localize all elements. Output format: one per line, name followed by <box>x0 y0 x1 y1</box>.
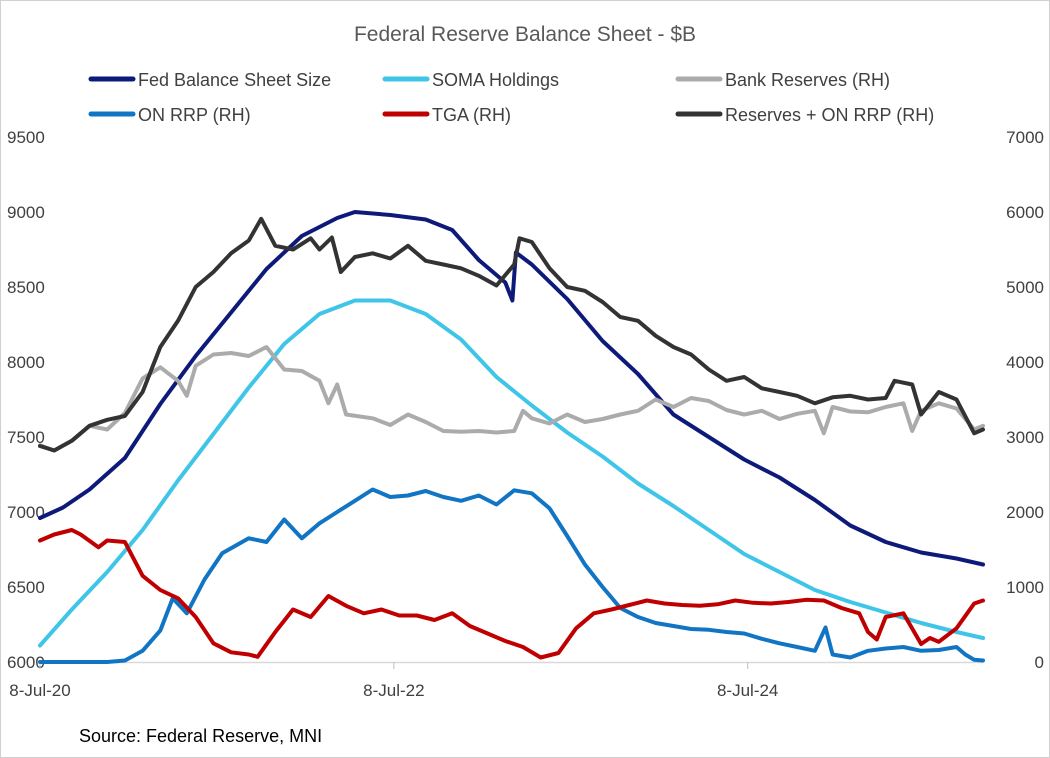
series-line-reserves-on-rrp-rh <box>38 216 985 453</box>
series-line-fed-balance-sheet-size <box>38 210 985 567</box>
x-tick-label: 8-Jul-20 <box>9 681 70 700</box>
legend-label-tga-rh: TGA (RH) <box>432 105 511 125</box>
y-right-tick-label: 6000 <box>1006 203 1044 222</box>
y-right-tick-label: 5000 <box>1006 278 1044 297</box>
y-left-tick-label: 9500 <box>7 128 45 147</box>
y-left-tick-label: 7500 <box>7 428 45 447</box>
series-line-on-rrp-rh <box>38 487 985 664</box>
chart-title: Federal Reserve Balance Sheet - $B <box>354 23 696 46</box>
y-right-tick-label: 4000 <box>1006 353 1044 372</box>
y-right-tick-label: 0 <box>1035 653 1044 672</box>
legend: Fed Balance Sheet Size SOMA Holdings Bank … <box>88 70 934 125</box>
source-note: Source: Federal Reserve, MNI <box>79 726 322 746</box>
legend-label-bank-reserves-rh: Bank Reserves (RH) <box>725 70 890 90</box>
x-tick-label: 8-Jul-24 <box>717 681 778 700</box>
y-right-tick-label: 3000 <box>1006 428 1044 447</box>
series-line-soma-holdings <box>38 298 985 648</box>
plot-area <box>38 210 985 664</box>
series-line-bank-reserves-rh <box>38 345 985 453</box>
y-left-tick-label: 9000 <box>7 203 45 222</box>
series-line-tga-rh <box>38 528 985 660</box>
y-left-tick-label: 6500 <box>7 578 45 597</box>
y-left-tick-label: 8000 <box>7 353 45 372</box>
legend-label-reserves-on-rrp-rh: Reserves + ON RRP (RH) <box>725 105 934 125</box>
axes: 6000 6500 7000 7500 8000 8500 9000 9500 0 1000 200… <box>7 128 1044 700</box>
x-tick-label: 8-Jul-22 <box>363 681 424 700</box>
y-left-tick-label: 7000 <box>7 503 45 522</box>
y-right-tick-label: 2000 <box>1006 503 1044 522</box>
legend-label-on-rrp-rh: ON RRP (RH) <box>138 105 251 125</box>
y-left-tick-label: 8500 <box>7 278 45 297</box>
legend-label-fed-balance-sheet-size: Fed Balance Sheet Size <box>138 70 331 90</box>
y-right-tick-label: 1000 <box>1006 578 1044 597</box>
legend-label-soma-holdings: SOMA Holdings <box>432 70 559 90</box>
y-right-tick-label: 7000 <box>1006 128 1044 147</box>
y-left-tick-label: 6000 <box>7 653 45 672</box>
